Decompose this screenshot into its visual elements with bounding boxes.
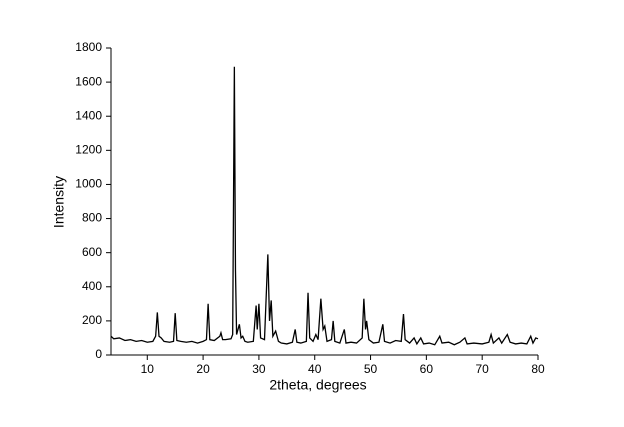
y-tick-label: 1600 (75, 74, 102, 88)
x-tick-label: 60 (420, 362, 434, 376)
y-tick-label: 1800 (75, 40, 102, 54)
x-tick-label: 40 (308, 362, 322, 376)
x-tick-label: 50 (364, 362, 378, 376)
x-tick-label: 30 (252, 362, 266, 376)
x-tick-label: 20 (196, 362, 210, 376)
y-tick-label: 1000 (75, 177, 102, 191)
y-tick-label: 400 (82, 279, 102, 293)
y-tick-label: 200 (82, 313, 102, 327)
y-tick-label: 800 (82, 211, 102, 225)
y-tick-label: 600 (82, 245, 102, 259)
data-line (110, 66, 539, 346)
y-tick-label: 1200 (75, 143, 102, 157)
y-tick-label: 1400 (75, 108, 102, 122)
x-tick-label: 80 (531, 362, 545, 376)
y-tick-label: 0 (95, 347, 102, 361)
x-axis-title: 2theta, degrees (269, 377, 366, 393)
x-tick-label: 10 (141, 362, 155, 376)
x-tick-label: 70 (476, 362, 490, 376)
y-axis-title: Intensity (51, 176, 67, 228)
